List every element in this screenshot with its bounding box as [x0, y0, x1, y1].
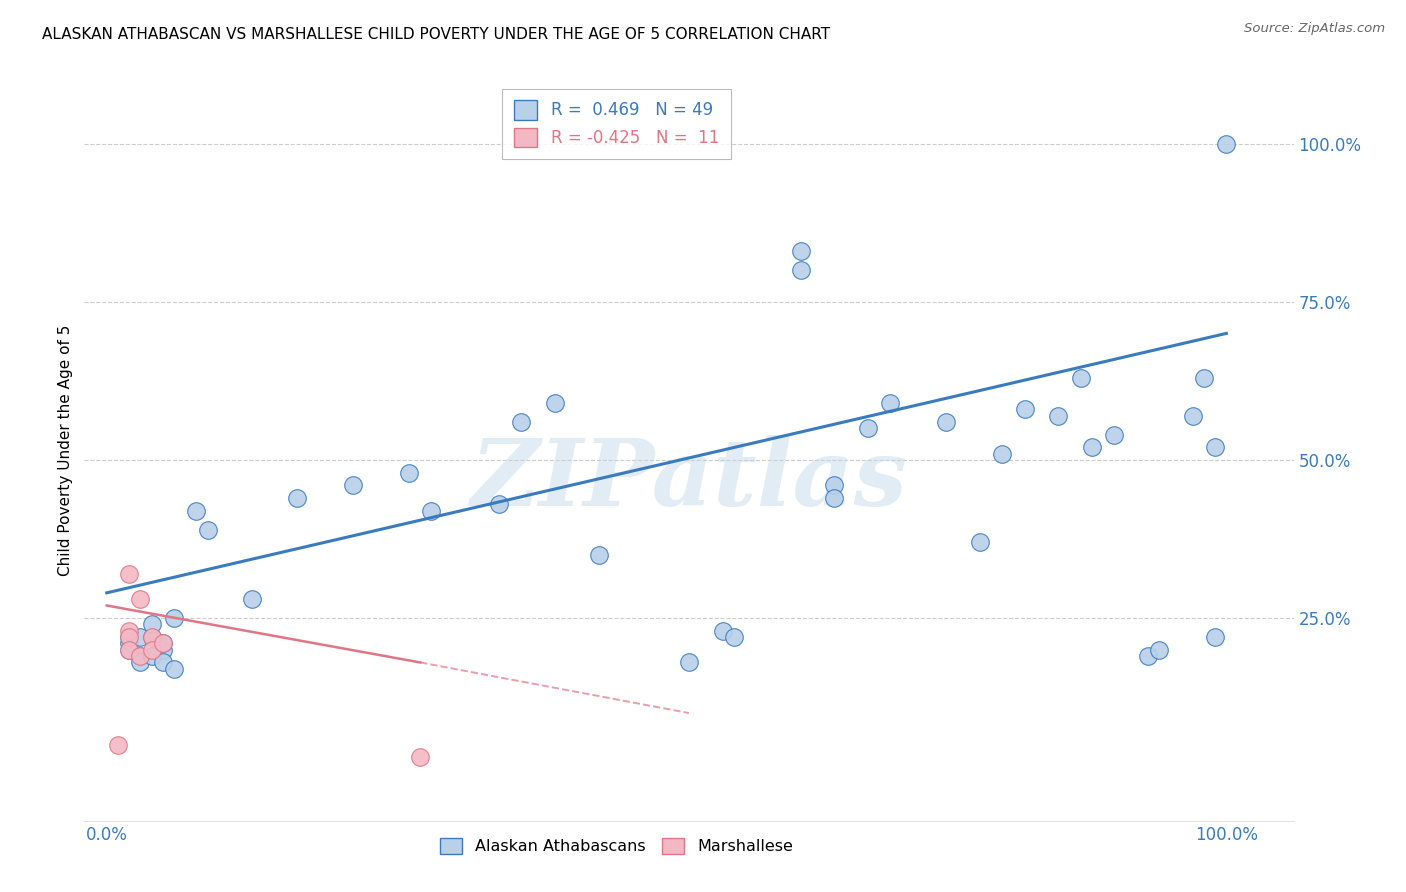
Point [186, 503, 208, 517]
Point [588, 548, 610, 562]
Point [790, 263, 813, 277]
Point [141, 630, 163, 644]
Point [1147, 642, 1170, 657]
Point [824, 491, 846, 505]
Point [488, 497, 510, 511]
Point [129, 649, 152, 664]
Point [935, 415, 957, 429]
Point [991, 447, 1014, 461]
Point [141, 649, 163, 664]
Point [1104, 427, 1126, 442]
Point [1014, 402, 1036, 417]
Point [163, 611, 186, 625]
Point [129, 592, 152, 607]
Point [1047, 409, 1070, 423]
Point [723, 630, 745, 644]
Point [118, 642, 141, 657]
Point [118, 642, 141, 657]
Point [118, 630, 141, 644]
Point [409, 750, 432, 764]
Point [141, 617, 163, 632]
Point [152, 642, 174, 657]
Point [711, 624, 734, 638]
Point [543, 396, 565, 410]
Point [197, 523, 219, 537]
Y-axis label: Child Poverty Under the Age of 5: Child Poverty Under the Age of 5 [58, 325, 73, 576]
Point [1181, 409, 1204, 423]
Point [240, 592, 263, 607]
Point [1070, 370, 1092, 384]
Point [129, 630, 152, 644]
Point [1215, 136, 1237, 151]
Point [790, 244, 813, 259]
Point [163, 662, 186, 676]
Point [824, 478, 846, 492]
Legend: Alaskan Athabascans, Marshallese: Alaskan Athabascans, Marshallese [433, 831, 799, 861]
Point [285, 491, 308, 505]
Point [969, 535, 991, 549]
Point [1081, 440, 1104, 454]
Point [118, 566, 141, 581]
Point [118, 636, 141, 650]
Point [152, 636, 174, 650]
Point [678, 656, 700, 670]
Point [141, 642, 163, 657]
Text: Source: ZipAtlas.com: Source: ZipAtlas.com [1244, 22, 1385, 36]
Text: ALASKAN ATHABASCAN VS MARSHALLESE CHILD POVERTY UNDER THE AGE OF 5 CORRELATION C: ALASKAN ATHABASCAN VS MARSHALLESE CHILD … [42, 27, 831, 42]
Point [1192, 370, 1215, 384]
Point [398, 466, 420, 480]
Point [129, 649, 152, 664]
Point [129, 656, 152, 670]
Point [118, 624, 141, 638]
Point [1204, 630, 1226, 644]
Point [342, 478, 364, 492]
Point [420, 503, 443, 517]
Point [152, 636, 174, 650]
Point [879, 396, 901, 410]
Point [510, 415, 533, 429]
Point [1136, 649, 1159, 664]
Point [107, 738, 129, 752]
Point [118, 630, 141, 644]
Text: ZIPatlas: ZIPatlas [471, 435, 907, 525]
Point [152, 656, 174, 670]
Point [856, 421, 879, 435]
Point [141, 630, 163, 644]
Point [1204, 440, 1226, 454]
